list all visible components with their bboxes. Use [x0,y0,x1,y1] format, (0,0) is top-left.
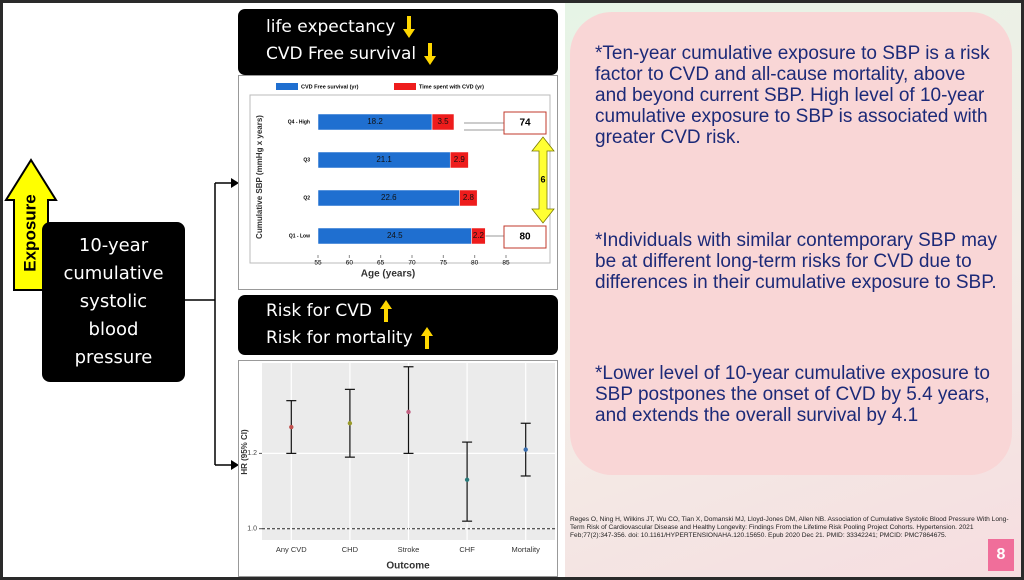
page-number: 8 [988,539,1014,571]
y-tick-label: Q4 - High [288,119,310,125]
down-arrow [424,42,437,65]
note: *Lower level of 10-year cumulative expos… [595,363,990,426]
point [289,424,294,430]
x-tick-label: 55 [314,260,322,267]
connector [185,182,231,466]
x-tick-label: CHD [342,545,359,554]
data-label: 2.9 [454,155,466,164]
citation: Reges O, Ning H, Wilkins JT, Wu CO, Tian… [570,516,1009,539]
bar-segment [459,189,478,207]
annotation-box [503,111,547,135]
x-tick-label: 75 [440,260,448,267]
legend-swatch [394,83,416,90]
box-line: 10-year [78,235,149,256]
x-axis-label: Age (years) [361,269,415,280]
box-line: systolic [79,291,148,312]
point [406,409,411,415]
x-tick-label: CHF [459,545,475,554]
x-tick-label: 85 [502,260,510,267]
x-tick-label: 80 [471,260,479,267]
header-row: Risk for CVD [238,297,558,324]
header: Risk for CVD Risk for mortality [238,295,558,355]
y-tick-label: 1.2 [247,450,257,457]
bar-segment [431,113,455,131]
up-arrow [380,299,393,322]
exposure-box: 10-year cumulative systolic blood pressu… [42,222,185,382]
box-line: cumulative [63,263,164,284]
data-label: 2.2 [473,231,485,240]
up-arrow [420,326,433,349]
point [464,477,470,482]
header-row: CVD Free survival [238,40,558,67]
legend-swatch [276,83,298,90]
note: *Individuals with similar contemporary S… [595,230,997,293]
x-tick-label: 70 [408,260,416,267]
box-line: pressure [74,347,153,368]
bar-segment [471,227,486,245]
data-label: 21.1 [376,155,392,164]
slide: *Ten-year cumulative exposure to SBP is … [3,3,1021,577]
errorbar-chart: HR (95% CI) Outcome 1.0 1.2 Any CVD CHD Stro… [238,360,558,577]
legend-label: Time spent with CVD (yr) [419,84,484,90]
bar-segment [449,151,469,169]
x-tick-label: Mortality [512,545,541,554]
data-label: 2.8 [463,193,475,202]
x-tick-label: 65 [377,260,385,267]
header-line: Risk for CVD [266,300,373,321]
note-box [570,12,1012,475]
point [347,421,353,426]
arrow-head [231,178,239,188]
y-tick-label: Q1 - Low [289,233,310,239]
annotation: 74 [519,118,531,129]
arrow-head [231,460,239,470]
annotation: 80 [519,232,531,243]
plot-frame [249,94,551,264]
legend-label: CVD Free survival (yr) [301,84,359,90]
data-label: 22.6 [381,193,397,202]
header: life expectancy CVD Free survival [238,9,558,75]
header-row: life expectancy [238,13,558,40]
range-arrow [531,136,555,224]
y-axis-label: HR (95% CI) [240,429,249,475]
box-line: blood [88,319,139,340]
x-tick-label: 60 [346,260,354,267]
y-tick-label: 1.0 [247,526,257,533]
x-axis-label: Outcome [386,561,430,572]
annotation: 6 [540,174,545,184]
annotation-box [503,225,547,249]
chart-frame [238,75,558,290]
header-row: Risk for mortality [238,324,558,351]
down-arrow [403,15,416,38]
y-axis-label: Cumulative SBP (mmHg x years) [255,115,264,239]
x-tick-label: Any CVD [276,545,307,554]
bar-chart: Cumulative SBP (mmHg x years) Age (years… [238,75,558,290]
data-label: 3.5 [437,117,449,126]
header-line: Risk for mortality [266,327,413,348]
x-tick-label: Stroke [398,545,420,554]
y-tick-label: Q3 [303,157,310,163]
data-label: 18.2 [367,117,383,126]
data-label: 24.5 [387,231,403,240]
diagram: Exposure [4,158,239,470]
note: *Ten-year cumulative exposure to SBP is … [595,43,990,148]
point [523,447,528,452]
exposure-label: Exposure [20,194,39,271]
header-line: life expectancy [266,16,396,37]
y-tick-label: Q2 [303,195,310,201]
header-line: CVD Free survival [266,43,417,64]
